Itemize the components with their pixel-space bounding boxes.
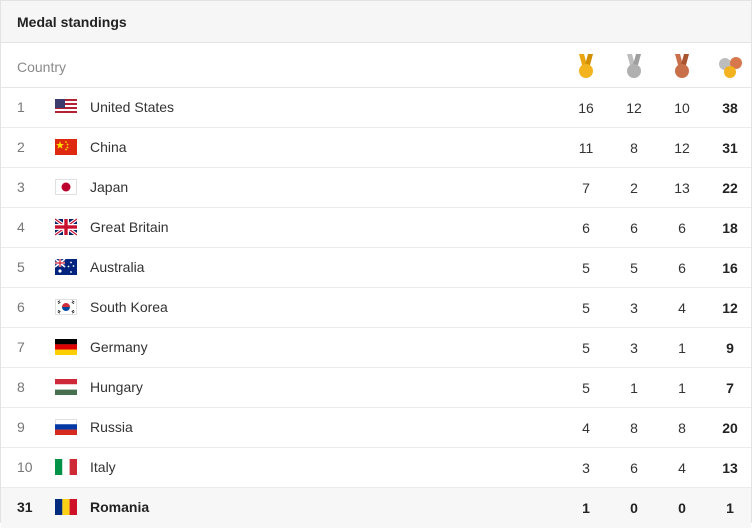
silver-count: 1 (630, 380, 638, 396)
bronze-count: 4 (678, 300, 686, 316)
country-column-label: Country (17, 59, 67, 75)
panel-header: Medal standings (1, 1, 751, 43)
country-name: Australia (90, 259, 145, 275)
gold-count: 6 (582, 220, 590, 236)
rank: 5 (17, 259, 25, 275)
table-row[interactable]: 1 United States 16 12 10 38 (1, 88, 751, 128)
silver-count: 3 (630, 340, 638, 356)
country-name: South Korea (90, 299, 168, 315)
romania-flag-icon (55, 499, 77, 515)
silver-count: 8 (630, 420, 638, 436)
us-flag-icon (55, 99, 77, 115)
total-count: 16 (722, 260, 738, 276)
country-name: Japan (90, 179, 129, 195)
bronze-count: 4 (678, 460, 686, 476)
table-row[interactable]: 2 China 11 8 12 31 (1, 128, 751, 168)
bronze-count: 13 (674, 180, 690, 196)
total-count: 1 (726, 500, 734, 516)
silver-count: 6 (630, 460, 638, 476)
rank: 4 (17, 219, 25, 235)
country-name: China (90, 139, 127, 155)
italy-flag-icon (55, 459, 77, 475)
gold-count: 16 (578, 100, 594, 116)
bronze-count: 10 (674, 100, 690, 116)
total-count: 18 (722, 220, 738, 236)
bronze-count: 12 (674, 140, 690, 156)
total-count: 13 (722, 460, 738, 476)
gold-count: 5 (582, 300, 590, 316)
total-medals-icon (719, 57, 742, 78)
total-count: 20 (722, 420, 738, 436)
table-row[interactable]: 3 Japan 7 2 13 22 (1, 168, 751, 208)
silver-medal-icon (627, 54, 641, 78)
silver-count: 6 (630, 220, 638, 236)
silver-count: 12 (626, 100, 642, 116)
bronze-count: 1 (678, 380, 686, 396)
gold-count: 5 (582, 260, 590, 276)
gold-count: 3 (582, 460, 590, 476)
country-name: Italy (90, 459, 116, 475)
rank: 8 (17, 379, 25, 395)
rank: 6 (17, 299, 25, 315)
bronze-count: 6 (678, 260, 686, 276)
rank: 3 (17, 179, 25, 195)
gold-count: 7 (582, 180, 590, 196)
bronze-count: 1 (678, 340, 686, 356)
table-row[interactable]: 8 Hungary 5 1 1 7 (1, 368, 751, 408)
bronze-count: 0 (678, 500, 686, 516)
country-name: Romania (90, 499, 150, 515)
germany-flag-icon (55, 339, 77, 355)
russia-flag-icon (55, 419, 77, 435)
total-count: 9 (726, 340, 734, 356)
bronze-count: 6 (678, 220, 686, 236)
silver-count: 3 (630, 300, 638, 316)
gold-count: 11 (578, 140, 594, 156)
gold-count: 5 (582, 340, 590, 356)
total-count: 22 (722, 180, 738, 196)
rank: 1 (17, 99, 25, 115)
table-row[interactable]: 6 South Korea 5 3 4 12 (1, 288, 751, 328)
uk-flag-icon (55, 217, 77, 237)
country-name: Germany (90, 339, 148, 355)
total-count: 7 (726, 380, 734, 396)
australia-flag-icon (55, 258, 77, 275)
rank: 10 (17, 459, 33, 475)
silver-count: 0 (630, 500, 638, 516)
country-name: Hungary (90, 379, 143, 395)
silver-count: 5 (630, 260, 638, 276)
japan-flag-icon (55, 179, 77, 195)
silver-count: 8 (630, 140, 638, 156)
column-header-row: Country (1, 43, 751, 88)
hungary-flag-icon (55, 379, 77, 395)
bronze-medal-icon (675, 54, 689, 78)
rank: 31 (17, 499, 33, 515)
rank: 2 (17, 139, 25, 155)
country-name: United States (90, 99, 175, 115)
standings-table-body: 1 United States 16 12 10 38 2 (1, 88, 751, 528)
gold-count: 1 (582, 500, 590, 516)
gold-count: 5 (582, 380, 590, 396)
panel-title: Medal standings (17, 13, 127, 30)
country-name: Great Britain (90, 219, 169, 235)
rank: 7 (17, 339, 25, 355)
table-row-highlighted[interactable]: 31 Romania 1 0 0 1 (1, 488, 751, 528)
table-row[interactable]: 9 Russia 4 8 8 20 (1, 408, 751, 448)
table-row[interactable]: 10 Italy 3 6 4 13 (1, 448, 751, 488)
total-count: 38 (722, 100, 738, 116)
gold-count: 4 (582, 420, 590, 436)
table-row[interactable]: 4 Great Britain 6 6 6 18 (1, 208, 751, 248)
total-count: 12 (722, 300, 738, 316)
country-name: Russia (90, 419, 133, 435)
bronze-count: 8 (678, 420, 686, 436)
total-count: 31 (722, 140, 738, 156)
table-row[interactable]: 5 Australia 5 5 6 16 (1, 248, 751, 288)
table-row[interactable]: 7 Germany 5 3 1 9 (1, 328, 751, 368)
china-flag-icon (55, 139, 77, 155)
gold-medal-icon (579, 54, 593, 78)
south-korea-flag-icon (55, 299, 77, 315)
silver-count: 2 (630, 180, 638, 196)
rank: 9 (17, 419, 25, 435)
